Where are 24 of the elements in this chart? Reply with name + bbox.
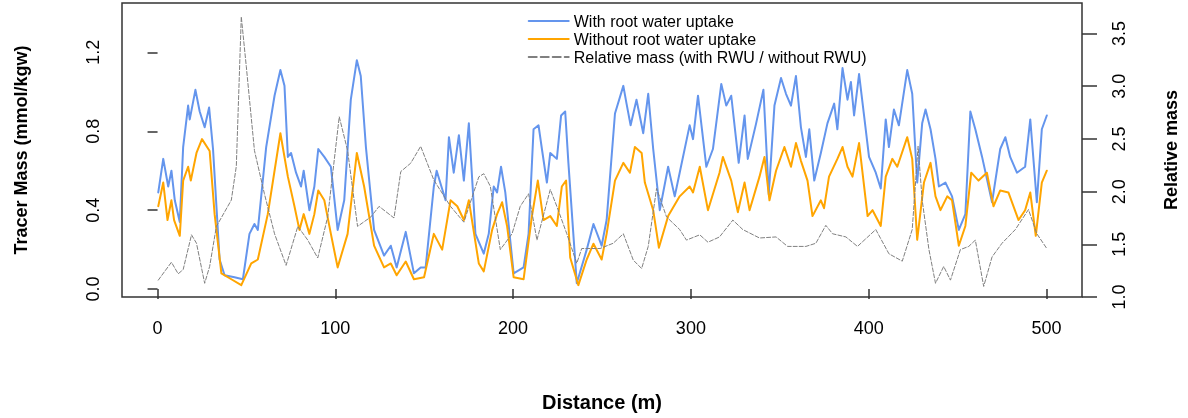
y-axis-title: Tracer Mass (mmol/kgw) [11,45,31,255]
y-tick-label: 0.4 [83,197,103,223]
y2-tick-label: 1.5 [1109,231,1129,257]
y-tick-label: 0.8 [83,118,103,144]
y2-tick-label: 3.0 [1109,73,1129,99]
line-series [157,132,1048,287]
legend-label: Relative mass (with RWU / without RWU) [573,48,867,66]
x-axis-title: Distance (m) [541,391,663,413]
x-tick-label: 300 [675,318,706,338]
line-series [157,16,1048,287]
y2-tick-label: 1.0 [1109,284,1129,310]
x-tick-label: 400 [853,318,884,338]
y2-axis-title: Relative mass [1161,89,1181,211]
y2-tick-label: 3.5 [1109,21,1129,47]
x-tick-label: 500 [1031,318,1062,338]
y-tick-label: 1.2 [83,39,103,65]
x-tick-label: 0 [152,318,163,338]
x-tick-label: 200 [498,318,529,338]
legend-label: With root water uptake [573,12,734,30]
legend-label: Without root water uptake [573,30,757,48]
y2-tick-label: 2.0 [1109,179,1129,205]
y2-tick-label: 2.5 [1109,126,1129,152]
y-tick-label: 0.0 [83,276,103,302]
x-tick-label: 100 [320,318,351,338]
